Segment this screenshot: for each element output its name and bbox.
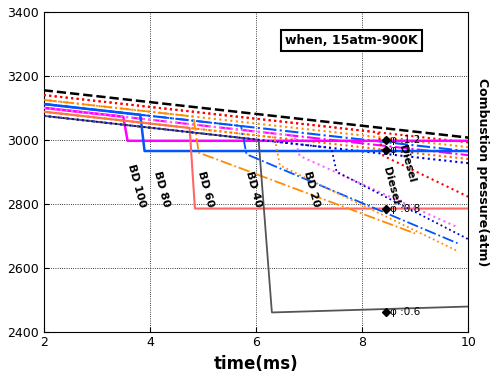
Text: BD 80: BD 80 [152, 170, 171, 209]
Text: BD 100: BD 100 [126, 163, 147, 209]
Text: Diesel: Diesel [381, 166, 401, 206]
Text: BD 40: BD 40 [244, 170, 263, 209]
Text: φ :0.8: φ :0.8 [390, 204, 421, 214]
Text: BD 60: BD 60 [196, 170, 215, 209]
Text: φ :1.2: φ :1.2 [390, 135, 421, 145]
Text: when, 15atm-900K: when, 15atm-900K [285, 34, 418, 47]
Text: BD 20: BD 20 [302, 170, 321, 209]
Y-axis label: Combustion pressure(atm): Combustion pressure(atm) [476, 78, 489, 266]
Text: φ :1.: φ :1. [390, 145, 414, 155]
Text: Diesel: Diesel [397, 144, 417, 184]
X-axis label: time(ms): time(ms) [214, 355, 298, 373]
Text: φ :0.6: φ :0.6 [390, 307, 421, 317]
